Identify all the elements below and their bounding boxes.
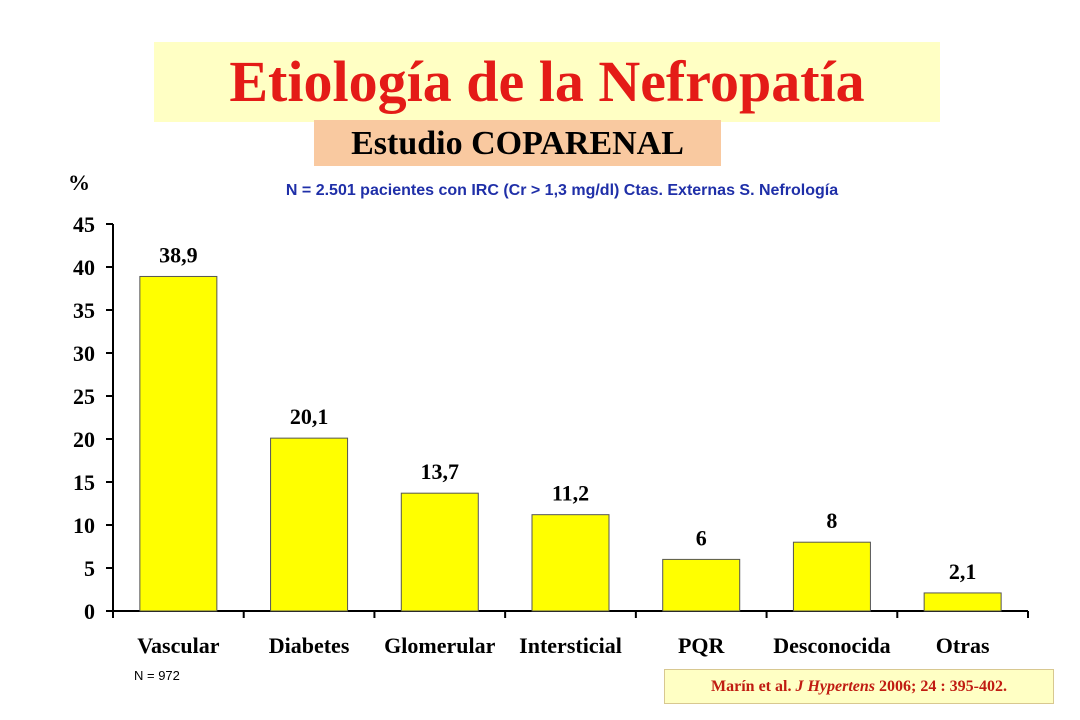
y-axis-label: % [68,170,90,195]
reference-authors: Marín et al. [711,678,792,695]
bar-value-label: 6 [696,525,707,550]
y-tick-label: 15 [73,470,95,495]
reference-citation: Marín et al. J Hypertens 2006; 24 : 395-… [664,669,1054,704]
y-tick-label: 45 [73,212,95,237]
bar [270,437,349,612]
title-banner: Etiología de la Nefropatía [154,42,940,122]
bar [531,514,610,612]
category-label: Glomerular [384,633,495,658]
reference-journal: J Hypertens [795,678,875,695]
y-tick-label: 40 [73,255,95,280]
bar-value-label: 13,7 [421,459,460,484]
bar [923,592,1002,612]
sample-note: N = 972 [134,668,180,683]
y-tick-label: 5 [84,556,95,581]
bar-value-label: 20,1 [290,404,329,429]
subtitle-box: Estudio COPARENAL [314,120,721,166]
y-tick-label: 10 [73,513,95,538]
y-tick-label: 20 [73,427,95,452]
category-label: PQR [678,633,726,658]
y-tick-label: 35 [73,298,95,323]
bar [662,558,741,612]
bar-value-label: 11,2 [552,481,589,506]
category-label: Intersticial [519,633,622,658]
category-label: Diabetes [269,633,350,658]
y-tick-label: 30 [73,341,95,366]
reference-details: 2006; 24 : 395-402. [878,678,1007,695]
bar [792,541,871,612]
bar [400,492,479,612]
y-tick-label: 25 [73,384,95,409]
category-label: Vascular [137,633,220,658]
page-title: Etiología de la Nefropatía [229,49,865,114]
bar-value-label: 38,9 [159,242,198,267]
category-label: Desconocida [773,633,890,658]
bar-value-label: 2,1 [949,559,977,584]
category-label: Otras [936,633,990,658]
y-tick-label: 0 [84,599,95,624]
bar-value-label: 8 [826,508,837,533]
bar [139,275,218,612]
chart-caption: N = 2.501 pacientes con IRC (Cr > 1,3 mg… [285,182,839,199]
